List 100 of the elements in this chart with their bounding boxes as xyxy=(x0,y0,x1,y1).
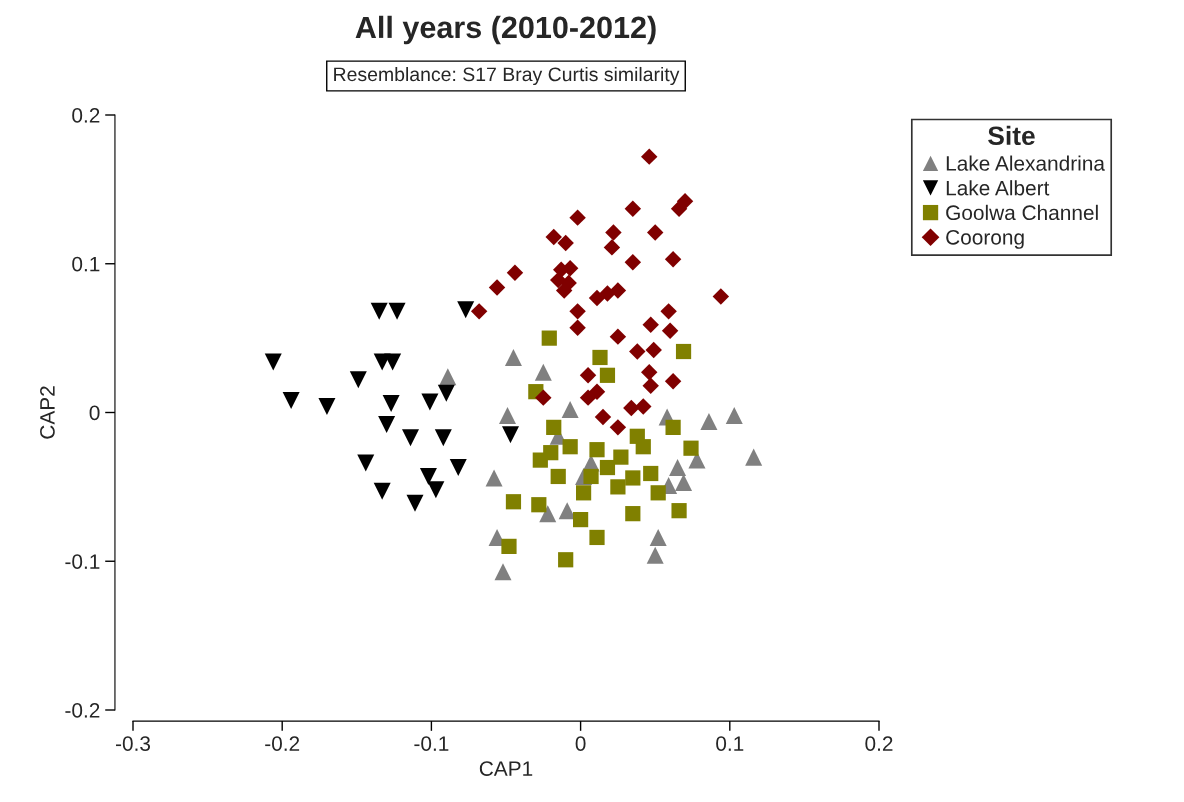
point xyxy=(625,470,641,486)
point xyxy=(599,367,616,383)
point xyxy=(406,494,424,512)
point xyxy=(588,383,606,400)
point xyxy=(594,408,612,426)
point xyxy=(427,481,445,499)
point xyxy=(642,377,659,394)
point xyxy=(635,439,651,455)
point xyxy=(629,343,646,360)
point xyxy=(661,322,679,339)
y-tick-label: -0.1 xyxy=(65,554,100,569)
point xyxy=(488,279,506,296)
legend-label: Lake Alexandrina xyxy=(946,155,1105,171)
point xyxy=(485,469,503,487)
point xyxy=(675,343,692,360)
point xyxy=(609,328,627,345)
point xyxy=(683,440,699,456)
chart-subtitle: Resemblance: S17 Bray Curtis similarity xyxy=(334,66,680,86)
point xyxy=(609,282,627,299)
point xyxy=(535,389,552,406)
point xyxy=(712,288,730,305)
point xyxy=(421,393,439,411)
x-axis-title: CAP1 xyxy=(479,761,533,776)
legend-label: Goolwa Channel xyxy=(946,204,1098,221)
point xyxy=(599,459,616,476)
point xyxy=(531,497,547,513)
point xyxy=(641,364,658,381)
point xyxy=(613,449,629,465)
point xyxy=(388,302,406,320)
point xyxy=(558,552,574,568)
x-tick-label: 0 xyxy=(575,736,586,751)
point xyxy=(550,468,566,485)
point xyxy=(439,368,457,386)
point xyxy=(569,319,586,336)
legend-title: Site xyxy=(988,125,1035,146)
point xyxy=(700,412,718,430)
legend-label: Coorong xyxy=(946,229,1024,249)
point xyxy=(579,389,597,406)
point xyxy=(543,445,559,461)
point xyxy=(569,303,586,320)
point xyxy=(625,506,641,522)
point xyxy=(610,479,626,495)
point xyxy=(605,224,622,241)
point xyxy=(449,459,467,477)
point xyxy=(599,285,616,302)
point xyxy=(646,224,664,241)
point xyxy=(546,419,562,435)
point xyxy=(624,254,642,271)
point xyxy=(382,395,400,413)
point xyxy=(676,193,694,210)
point xyxy=(641,148,658,165)
point xyxy=(282,392,300,410)
point xyxy=(557,234,574,252)
point xyxy=(665,419,681,435)
point xyxy=(650,485,666,501)
point xyxy=(664,373,682,390)
y-tick-label: 0.1 xyxy=(72,256,100,272)
point xyxy=(419,467,437,485)
point xyxy=(498,406,516,424)
point xyxy=(660,303,677,320)
point xyxy=(603,239,621,256)
point xyxy=(725,406,743,424)
point xyxy=(609,419,627,436)
point xyxy=(664,251,682,268)
point xyxy=(318,398,336,416)
x-tick-label: -0.3 xyxy=(115,736,151,751)
x-tick-label: -0.1 xyxy=(414,736,449,751)
point xyxy=(583,468,599,485)
point xyxy=(575,485,592,501)
point xyxy=(506,264,524,281)
point xyxy=(539,505,557,523)
point xyxy=(370,302,388,320)
point xyxy=(562,439,578,455)
x-tick-label: 0.1 xyxy=(716,736,744,751)
point xyxy=(541,330,557,346)
point xyxy=(569,209,586,226)
point xyxy=(745,448,763,466)
point xyxy=(589,442,605,458)
point xyxy=(349,371,367,389)
point xyxy=(645,341,662,359)
y-axis-title: CAP2 xyxy=(40,386,55,439)
point xyxy=(402,429,420,447)
x-tick-label: 0.2 xyxy=(865,736,893,751)
y-tick-label: 0 xyxy=(89,405,100,421)
point xyxy=(671,503,687,519)
point xyxy=(572,511,589,528)
y-tick-label: 0.2 xyxy=(72,108,100,123)
point xyxy=(592,349,608,366)
point xyxy=(534,363,552,381)
y-tick-label: -0.2 xyxy=(65,703,100,718)
point xyxy=(646,546,664,564)
point xyxy=(642,316,659,333)
x-tick-label: -0.2 xyxy=(265,736,300,751)
point xyxy=(470,303,488,320)
point xyxy=(494,563,512,581)
point xyxy=(623,399,640,417)
point xyxy=(624,200,642,217)
point xyxy=(434,429,452,447)
point xyxy=(457,301,475,319)
point xyxy=(373,482,391,500)
